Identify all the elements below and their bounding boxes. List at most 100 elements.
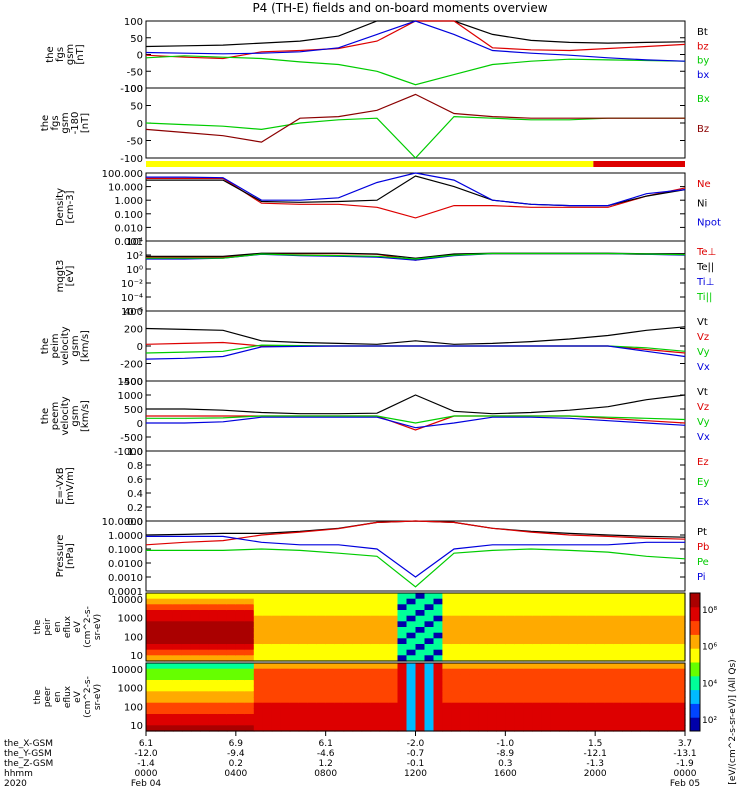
spectrogram-cell bbox=[676, 719, 686, 726]
spectrogram-cell bbox=[469, 680, 479, 687]
spectrogram-cell bbox=[532, 714, 542, 721]
spectrogram-cell bbox=[577, 632, 587, 639]
spectrogram-cell bbox=[361, 604, 372, 611]
x-tick-label: 6.1 bbox=[319, 739, 333, 749]
series-Bz bbox=[145, 93, 685, 143]
spectrogram-cell bbox=[532, 680, 542, 687]
x-tick-label: 0.3 bbox=[498, 759, 512, 769]
x-tick-label: -4.6 bbox=[317, 749, 335, 759]
spectrogram-cell bbox=[262, 627, 273, 634]
spectrogram-cell bbox=[181, 685, 192, 692]
spectrogram-cell bbox=[289, 598, 300, 605]
spectrogram-cell bbox=[559, 702, 569, 709]
spectrogram-cell bbox=[487, 714, 497, 721]
spectrogram-cell bbox=[406, 610, 417, 617]
spectrogram-cell bbox=[244, 598, 255, 605]
spectrogram-cell bbox=[523, 674, 533, 681]
spectrogram-cell bbox=[343, 632, 354, 639]
panel-pressure: 10.00001.00000.10000.01000.00100.0001Pre… bbox=[55, 517, 709, 598]
spectrogram-cell bbox=[334, 663, 345, 670]
y-tick-label: 10⁻² bbox=[121, 279, 143, 290]
spectrogram-cell bbox=[253, 604, 264, 611]
y-tick-label: 50 bbox=[130, 102, 143, 113]
spectrogram-cell bbox=[226, 593, 237, 600]
spectrogram-cell bbox=[190, 593, 201, 600]
spectrogram-cell bbox=[676, 725, 686, 732]
spectrogram-cell bbox=[559, 604, 569, 611]
spectrogram-cell bbox=[577, 598, 587, 605]
spectrogram-cell bbox=[164, 719, 174, 726]
spectrogram-cell bbox=[514, 649, 524, 656]
spectrogram-cell bbox=[352, 674, 363, 681]
spectrogram-cell bbox=[541, 604, 551, 611]
spectrogram-cell bbox=[442, 702, 452, 709]
spectrogram-cell bbox=[370, 714, 381, 721]
spectrogram-cell bbox=[208, 663, 219, 670]
spectrogram-cell bbox=[280, 615, 291, 622]
spectrogram-cell bbox=[514, 621, 524, 628]
spectrogram-cell bbox=[541, 674, 551, 681]
spectrogram-cell bbox=[406, 604, 417, 611]
spectrogram-cell bbox=[334, 621, 345, 628]
spectrogram-cell bbox=[559, 714, 569, 721]
spectrogram-cell bbox=[541, 644, 551, 651]
spectrogram-cell bbox=[352, 604, 363, 611]
spectrogram-cell bbox=[406, 649, 417, 656]
spectrogram-cell bbox=[415, 610, 426, 617]
y-axis-label: [km/s] bbox=[80, 330, 91, 362]
spectrogram-cell bbox=[451, 615, 461, 622]
spectrogram-cell bbox=[217, 697, 228, 704]
spectrogram-cell bbox=[496, 697, 506, 704]
spectrogram-cell bbox=[361, 621, 372, 628]
spectrogram-cell bbox=[595, 615, 605, 622]
spectrogram-cell bbox=[164, 632, 174, 639]
spectrogram-cell bbox=[325, 649, 336, 656]
spectrogram-cell bbox=[460, 708, 470, 715]
y-tick-label: 50 bbox=[130, 34, 143, 45]
colorbar-tick: 10⁴ bbox=[702, 679, 717, 689]
spectrogram-cell bbox=[595, 644, 605, 651]
spectrogram-cell bbox=[370, 638, 381, 645]
spectrogram-cell bbox=[217, 638, 228, 645]
spectrogram-cell bbox=[559, 708, 569, 715]
y-axis-label: sr-eV) bbox=[93, 614, 103, 640]
spectrogram-cell bbox=[460, 685, 470, 692]
spectrogram-cell bbox=[487, 644, 497, 651]
spectrogram-cell bbox=[155, 638, 165, 645]
spectrogram-cell bbox=[325, 674, 336, 681]
y-axis-label: [cm-3] bbox=[65, 190, 76, 223]
spectrogram-cell bbox=[199, 644, 210, 651]
spectrogram-cell bbox=[667, 663, 677, 670]
spectrogram-cell bbox=[433, 632, 444, 639]
spectrogram-cell bbox=[280, 638, 291, 645]
spectrogram-cell bbox=[361, 691, 372, 698]
spectrogram-cell bbox=[586, 638, 596, 645]
spectrogram-cell bbox=[199, 649, 210, 656]
spectrogram-cell bbox=[307, 663, 318, 670]
y-tick-label: 500 bbox=[124, 405, 143, 416]
spectrogram-cell bbox=[397, 644, 408, 651]
spectrogram-cell bbox=[532, 638, 542, 645]
spectrogram-cell bbox=[190, 627, 201, 634]
spectrogram-cell bbox=[172, 644, 183, 651]
spectrogram-cell bbox=[550, 663, 560, 670]
spectrogram-cell bbox=[496, 604, 506, 611]
spectrogram-cell bbox=[433, 697, 444, 704]
x-tick-label: -8.9 bbox=[497, 749, 515, 759]
spectrogram-cell bbox=[181, 627, 192, 634]
y-tick-label: 100 bbox=[124, 84, 143, 95]
x-row-label: hhmm bbox=[4, 769, 33, 779]
spectrogram-cell bbox=[298, 655, 309, 662]
spectrogram-cell bbox=[289, 685, 300, 692]
spectrogram-cell bbox=[478, 644, 488, 651]
spectrogram-cell bbox=[487, 680, 497, 687]
spectrogram-cell bbox=[388, 598, 399, 605]
spectrogram-cell bbox=[532, 668, 542, 675]
spectrogram-cell bbox=[568, 714, 578, 721]
spectrogram-cell bbox=[172, 663, 183, 670]
spectrogram-cell bbox=[604, 719, 614, 726]
spectrogram-cell bbox=[649, 627, 659, 634]
spectrogram-cell bbox=[496, 702, 506, 709]
spectrogram-cell bbox=[271, 680, 282, 687]
spectrogram-cell bbox=[622, 621, 632, 628]
